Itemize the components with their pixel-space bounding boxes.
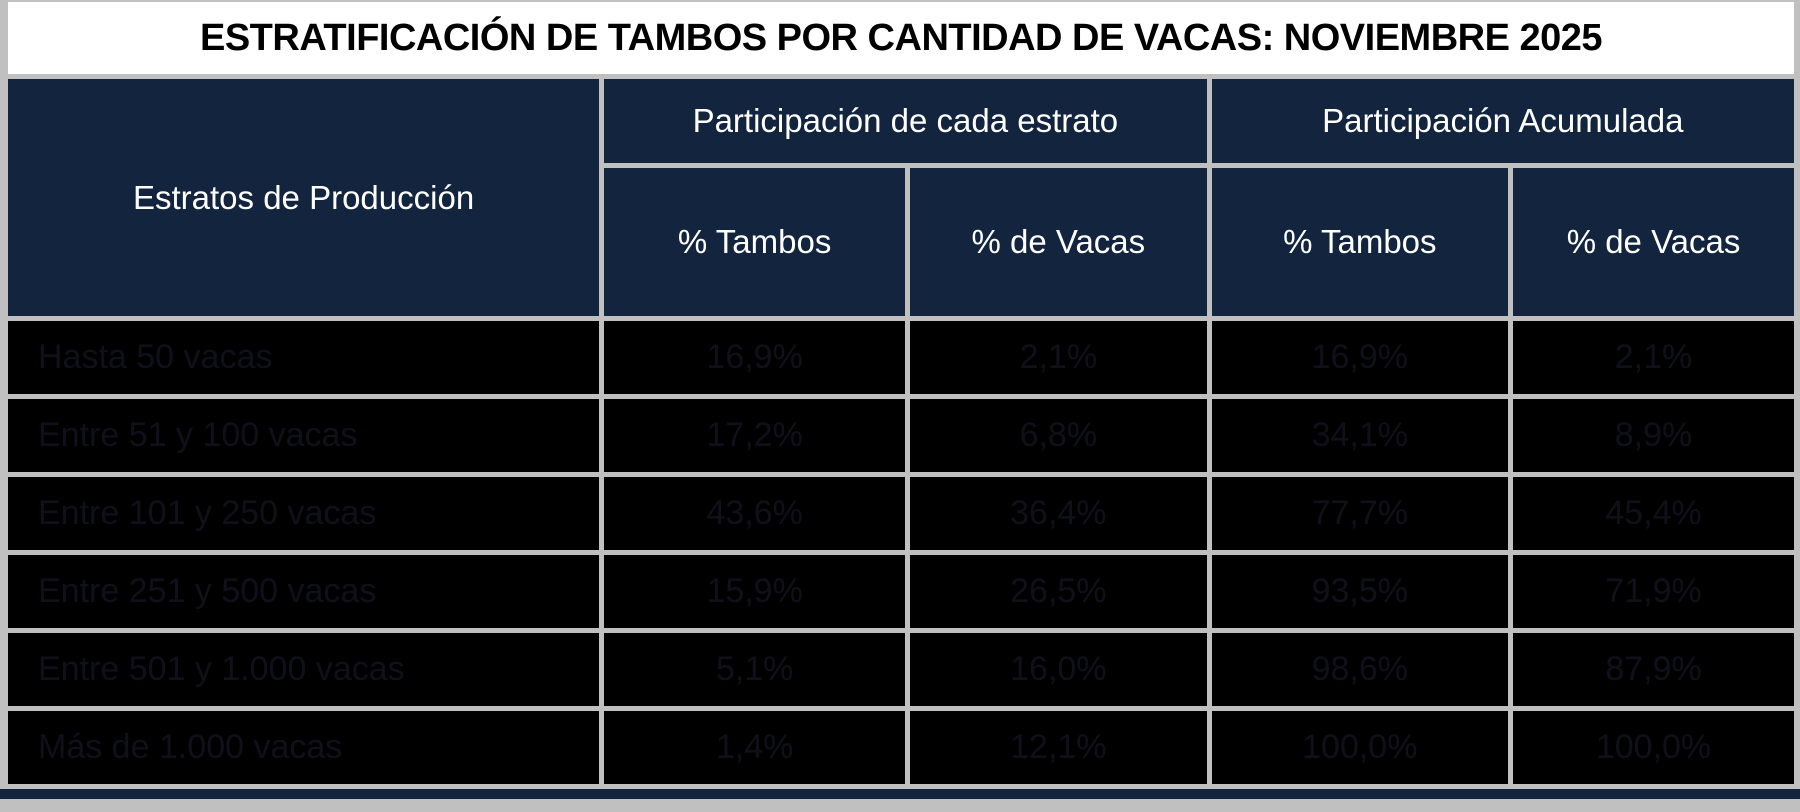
row-label: Entre 251 y 500 vacas (8, 555, 600, 628)
cell-value: 16,9% (604, 321, 906, 394)
cell-value: 1,4% (604, 711, 906, 784)
cell-value: 16,0% (910, 633, 1207, 706)
column-group-participacion-estrato: Participación de cada estrato (604, 79, 1207, 163)
cell-value: 5,1% (604, 633, 906, 706)
row-label: Hasta 50 vacas (8, 321, 600, 394)
cell-value: 93,5% (1211, 555, 1509, 628)
column-header-estratos: Estratos de Producción (8, 79, 600, 316)
cell-value: 87,9% (1513, 633, 1794, 706)
cell-value: 16,9% (1211, 321, 1509, 394)
column-header-tambos-estrato: % Tambos (604, 168, 906, 316)
cell-value: 12,1% (910, 711, 1207, 784)
cell-value: 8,9% (1513, 399, 1794, 472)
column-header-vacas-acumulado: % de Vacas (1513, 168, 1794, 316)
cell-value: 6,8% (910, 399, 1207, 472)
column-header-vacas-estrato: % de Vacas (910, 168, 1207, 316)
row-label: Entre 101 y 250 vacas (8, 477, 600, 550)
cell-value: 71,9% (1513, 555, 1794, 628)
table-title: ESTRATIFICACIÓN DE TAMBOS POR CANTIDAD D… (8, 2, 1794, 74)
cell-value: 34,1% (1211, 399, 1509, 472)
cell-value: 100,0% (1211, 711, 1509, 784)
column-header-tambos-acumulado: % Tambos (1211, 168, 1509, 316)
cell-value: 15,9% (604, 555, 906, 628)
cell-value: 2,1% (910, 321, 1207, 394)
cell-value: 2,1% (1513, 321, 1794, 394)
cell-value: 26,5% (910, 555, 1207, 628)
cell-value: 36,4% (910, 477, 1207, 550)
row-label: Entre 51 y 100 vacas (8, 399, 600, 472)
cell-value: 100,0% (1513, 711, 1794, 784)
cell-value: 43,6% (604, 477, 906, 550)
cell-value: 17,2% (604, 399, 906, 472)
cell-value: 77,7% (1211, 477, 1509, 550)
row-label: Entre 501 y 1.000 vacas (8, 633, 600, 706)
cell-value: 98,6% (1211, 633, 1509, 706)
cell-value: 45,4% (1513, 477, 1794, 550)
bottom-border-strip (0, 789, 1800, 799)
column-group-participacion-acumulada: Participación Acumulada (1211, 79, 1794, 163)
row-label: Más de 1.000 vacas (8, 711, 600, 784)
